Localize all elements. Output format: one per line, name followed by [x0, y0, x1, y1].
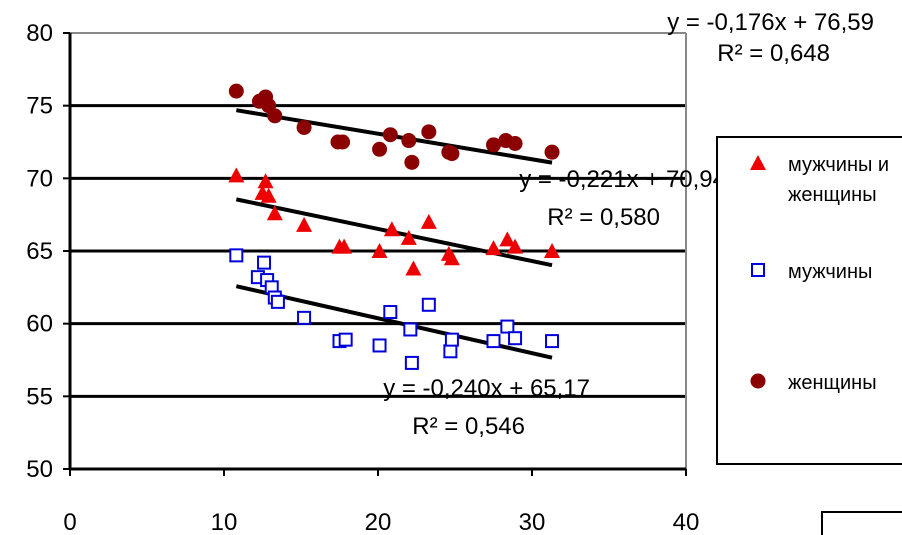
r-squared-label: R² = 0,580	[547, 204, 660, 231]
data-point	[296, 216, 313, 232]
tick-labels: 50 55 60 65 70 75 80 0 10 20 30 40	[26, 20, 699, 535]
data-point	[544, 243, 561, 258]
data-point	[403, 322, 418, 337]
data-point	[507, 238, 524, 254]
legend-marker	[750, 155, 766, 170]
y-tick-label: 50	[26, 456, 53, 483]
data-point	[486, 334, 501, 349]
data-point	[266, 205, 283, 221]
trendline-equation: y = -0,221x + 70,94	[519, 166, 726, 193]
trendline-equation: y = -0,176x + 76,59	[667, 9, 874, 36]
trendline-equations: y = -0,221x + 70,94 R² = 0,580 y = -0,240x…	[383, 9, 874, 440]
y-tick-label: 70	[26, 165, 53, 192]
data-point	[229, 248, 244, 263]
data-point	[405, 260, 422, 276]
data-point	[228, 83, 244, 99]
data-point	[443, 344, 458, 359]
y-tick-label: 80	[26, 20, 53, 47]
legend: мужчины и женщины мужчины женщины	[716, 136, 902, 465]
data-point	[228, 167, 245, 183]
r-squared-label: R² = 0,546	[412, 413, 525, 440]
data-point	[401, 133, 417, 149]
data-point	[444, 332, 459, 347]
data-point	[257, 255, 272, 270]
legend-label: женщины	[788, 372, 877, 394]
data-point	[544, 144, 560, 160]
data-point	[508, 331, 523, 346]
data-point	[485, 240, 502, 256]
partial-box	[821, 511, 902, 535]
data-point	[443, 250, 460, 266]
y-tick-label: 75	[26, 93, 53, 120]
y-tick-label: 60	[26, 311, 53, 338]
data-point	[336, 238, 353, 254]
data-point	[260, 187, 277, 203]
data-point	[499, 231, 516, 247]
y-tick-label: 65	[26, 238, 53, 265]
data-point	[335, 134, 351, 150]
legend-box	[716, 136, 902, 465]
data-point	[404, 154, 420, 170]
legend-label: мужчины	[788, 261, 872, 283]
legend-label: женщины	[788, 184, 877, 206]
data-point	[383, 221, 400, 237]
data-point	[338, 332, 353, 347]
data-point	[500, 319, 515, 334]
x-tick-label: 30	[519, 509, 546, 535]
data-point	[421, 124, 437, 140]
x-tick-label: 40	[673, 509, 700, 535]
r-squared-label: R² = 0,648	[717, 40, 830, 67]
axes	[63, 32, 687, 476]
data-point	[296, 119, 312, 135]
data-point	[507, 135, 523, 151]
data-point	[270, 294, 285, 309]
data-point	[257, 173, 274, 189]
legend-label: мужчины и	[788, 154, 889, 176]
data-point	[297, 310, 312, 325]
x-tick-label: 10	[211, 509, 238, 535]
legend-marker	[750, 373, 766, 389]
data-points	[228, 83, 561, 370]
data-point	[267, 108, 283, 124]
data-point	[486, 137, 501, 153]
trendline-equation: y = -0,240x + 65,17	[383, 375, 590, 402]
data-point	[372, 338, 387, 353]
x-tick-label: 0	[63, 509, 76, 535]
data-point	[372, 141, 388, 157]
legend-marker	[751, 263, 765, 277]
data-point	[420, 213, 437, 229]
data-point	[404, 355, 419, 370]
x-tick-label: 20	[365, 509, 392, 535]
partial-box-border	[821, 511, 902, 535]
data-point	[421, 297, 436, 312]
data-point	[545, 334, 560, 349]
y-tick-label: 55	[26, 383, 53, 410]
data-point	[400, 229, 417, 245]
data-point	[371, 243, 388, 258]
data-point	[444, 146, 460, 162]
data-point	[382, 127, 398, 143]
data-point	[383, 305, 398, 320]
